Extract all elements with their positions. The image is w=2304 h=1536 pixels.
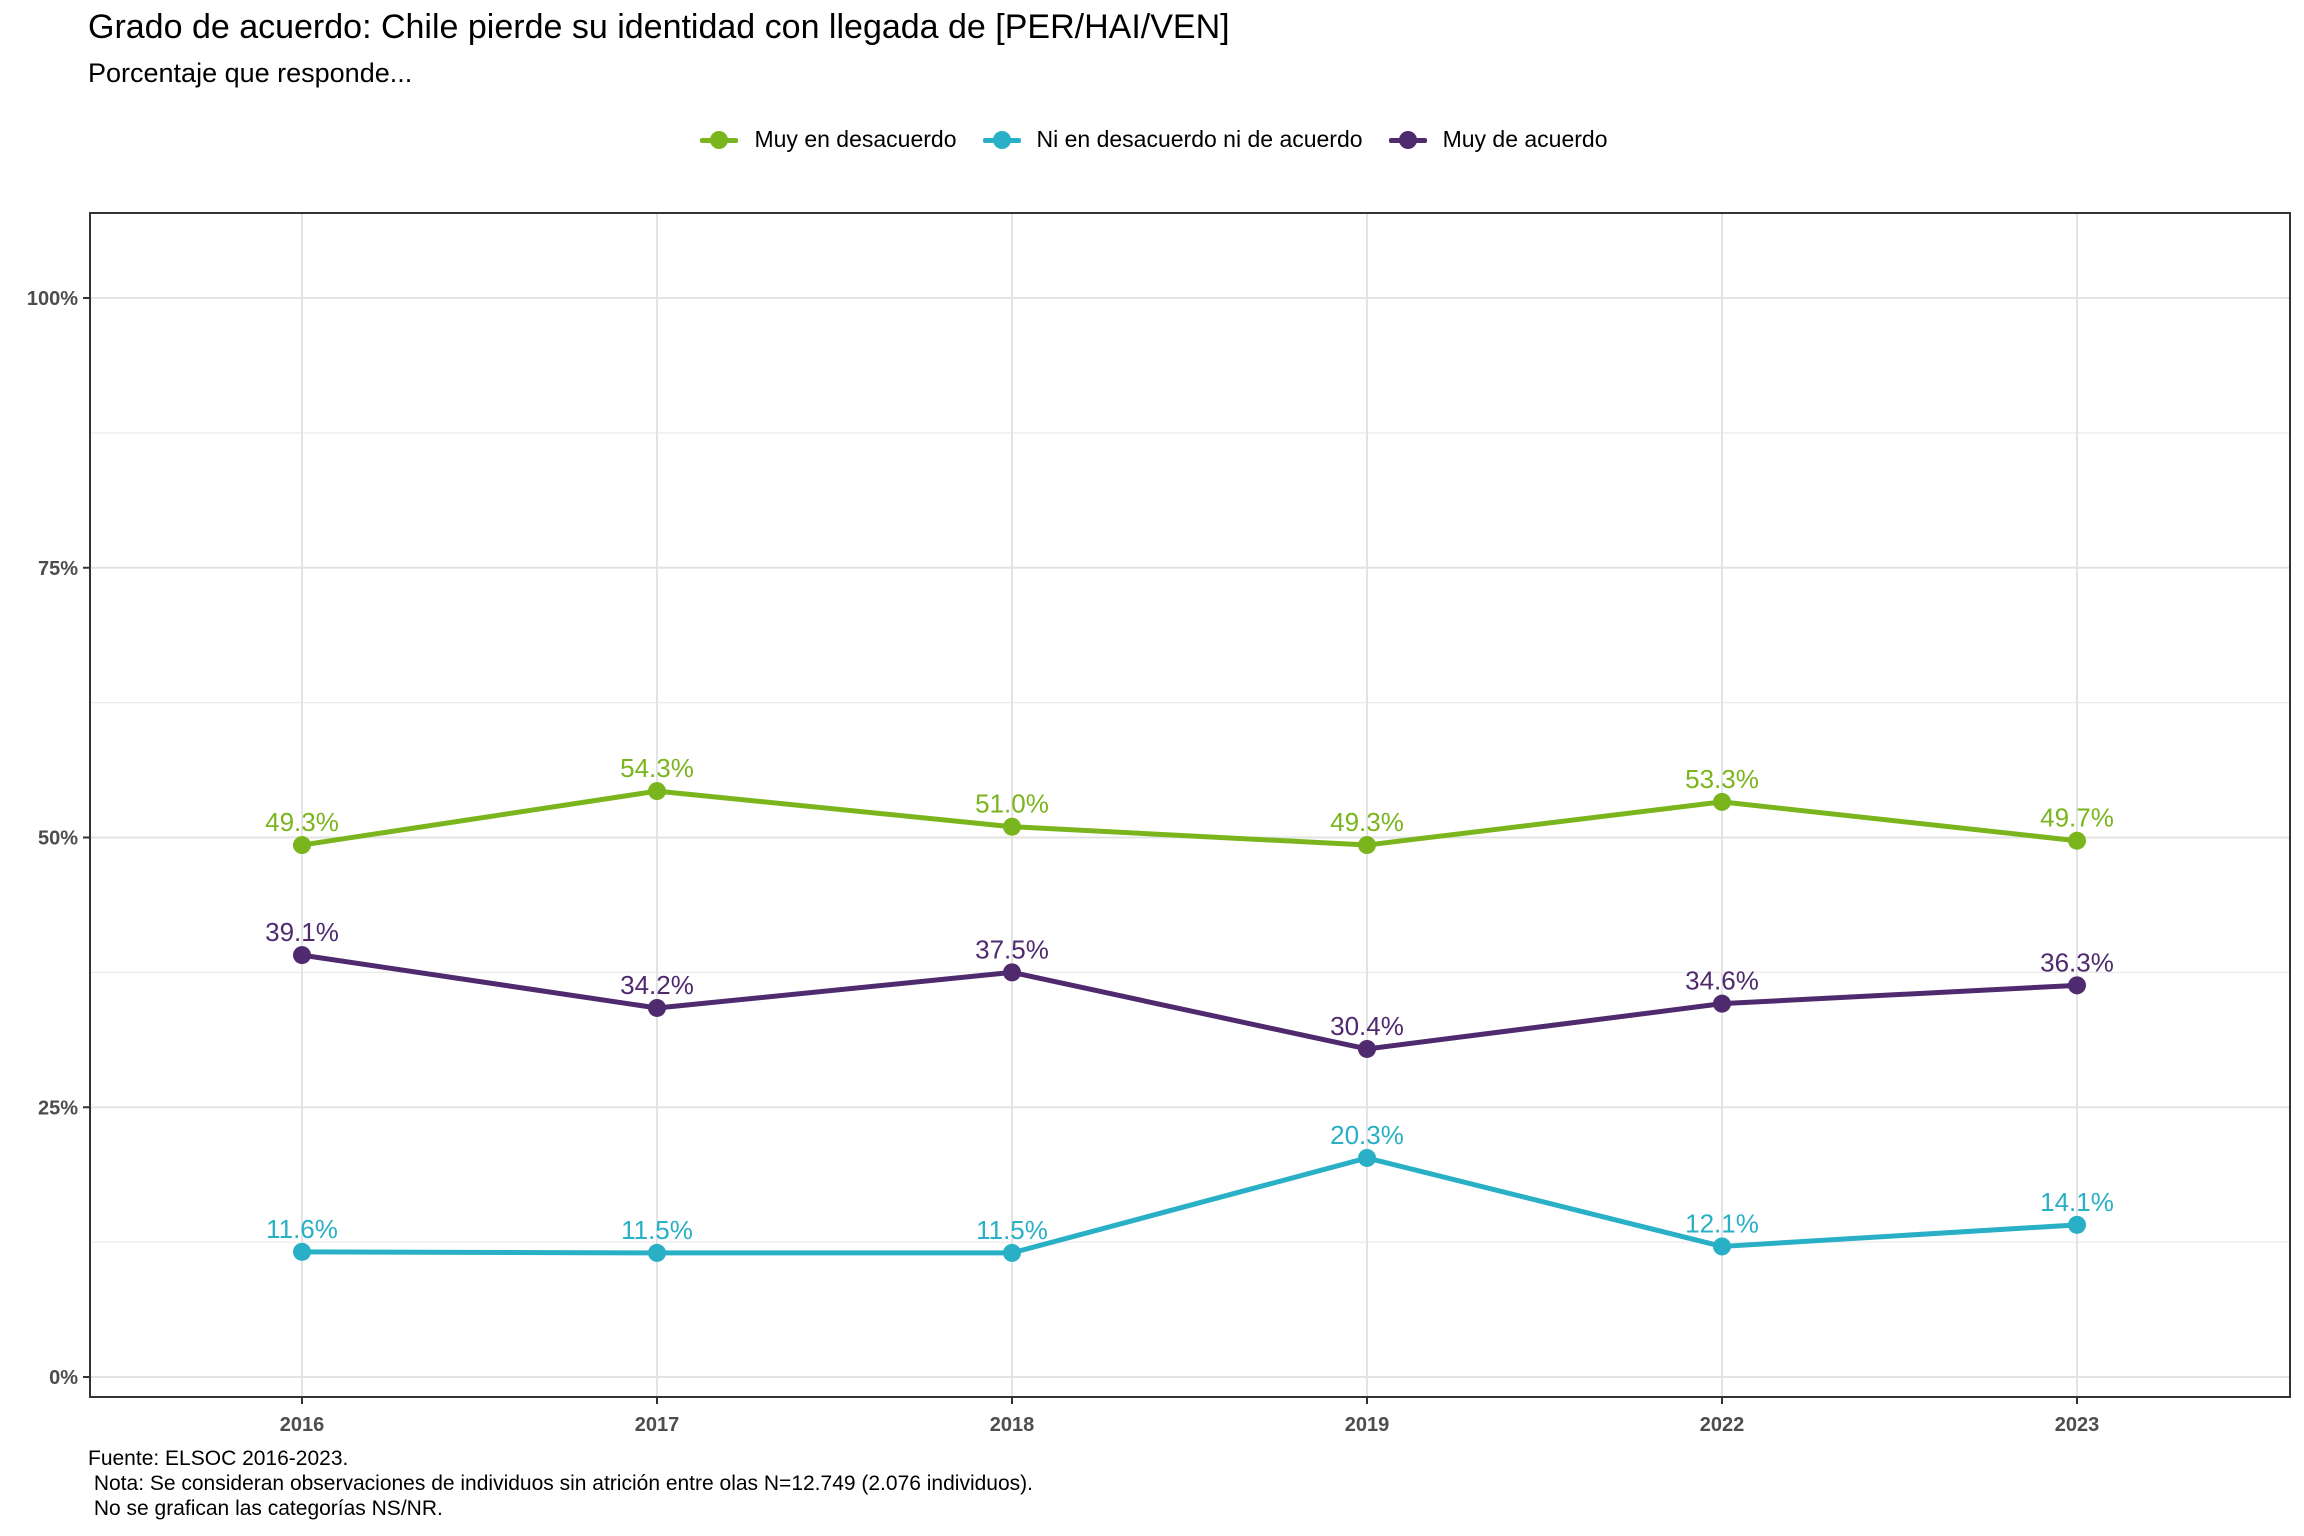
data-label: 34.2% [620, 970, 694, 1000]
legend-item-muy-de-acuerdo: Muy de acuerdo [1385, 126, 1608, 153]
x-tick-label: 2016 [280, 1414, 325, 1436]
chart-title: Grado de acuerdo: Chile pierde su identi… [88, 8, 1230, 46]
data-label: 34.6% [1685, 966, 1759, 996]
series-line [299, 1155, 2080, 1256]
legend-label: Muy en desacuerdo [754, 126, 957, 152]
data-label: 11.5% [976, 1215, 1048, 1245]
data-label: 49.3% [1330, 807, 1404, 837]
data-label: 53.3% [1685, 764, 1759, 794]
data-label: 12.1% [1685, 1208, 1759, 1238]
y-tick-label: 50% [38, 828, 78, 850]
x-tick-label: 2017 [635, 1414, 680, 1436]
legend-key-icon [696, 129, 742, 151]
data-point [1713, 994, 1731, 1013]
data-point [1003, 1243, 1021, 1262]
chart-caption: Fuente: ELSOC 2016-2023. Nota: Se consid… [88, 1447, 1033, 1520]
data-point [2068, 1215, 2086, 1234]
data-label: 11.5% [621, 1215, 693, 1245]
plot-panel [90, 213, 2290, 1397]
data-point [648, 782, 666, 801]
chart-subtitle: Porcentaje que responde... [88, 58, 413, 88]
data-label: 11.6% [266, 1214, 338, 1244]
y-tick-label: 0% [49, 1367, 78, 1389]
data-label: 37.5% [975, 934, 1049, 964]
legend-key-icon [979, 129, 1025, 151]
data-label: 51.0% [975, 789, 1049, 819]
series-line [299, 952, 2080, 1052]
y-tick-label: 100% [27, 288, 78, 310]
data-label: 20.3% [1330, 1120, 1404, 1150]
data-point [293, 946, 311, 965]
data-label: 49.7% [2040, 803, 2114, 833]
x-tick-label: 2022 [1700, 1414, 1745, 1436]
x-tick-label: 2023 [2055, 1414, 2100, 1436]
data-label: 49.3% [265, 807, 339, 837]
data-point [293, 1242, 311, 1261]
data-label: 30.4% [1330, 1011, 1404, 1041]
plot-border [89, 212, 2291, 1398]
series-line [299, 788, 2080, 848]
data-point [1358, 1039, 1376, 1058]
legend-label: Muy de acuerdo [1442, 126, 1608, 152]
legend: Muy en desacuerdo Ni en desacuerdo ni de… [0, 126, 2304, 153]
data-point [648, 1243, 666, 1262]
data-label: 54.3% [620, 753, 694, 783]
data-label: 36.3% [2040, 947, 2114, 977]
data-point [1003, 963, 1021, 982]
x-tick-label: 2019 [1345, 1414, 1390, 1436]
legend-label: Ni en desacuerdo ni de acuerdo [1036, 126, 1363, 152]
data-point [1713, 792, 1731, 811]
y-tick-label: 75% [38, 558, 78, 580]
data-point [293, 836, 311, 855]
data-point [2068, 831, 2086, 850]
legend-key-icon [1385, 129, 1431, 151]
data-point [1713, 1237, 1731, 1256]
data-point [1003, 817, 1021, 836]
data-point [1358, 1148, 1376, 1167]
data-point [1358, 836, 1376, 855]
legend-item-muy-en-desacuerdo: Muy en desacuerdo [696, 126, 957, 153]
data-point [648, 998, 666, 1017]
y-tick-label: 25% [38, 1097, 78, 1119]
data-label: 14.1% [2040, 1187, 2114, 1217]
data-point [2068, 976, 2086, 995]
data-label: 39.1% [265, 917, 339, 947]
x-tick-label: 2018 [990, 1414, 1035, 1436]
legend-item-ni-en-desacuerdo: Ni en desacuerdo ni de acuerdo [979, 126, 1363, 153]
